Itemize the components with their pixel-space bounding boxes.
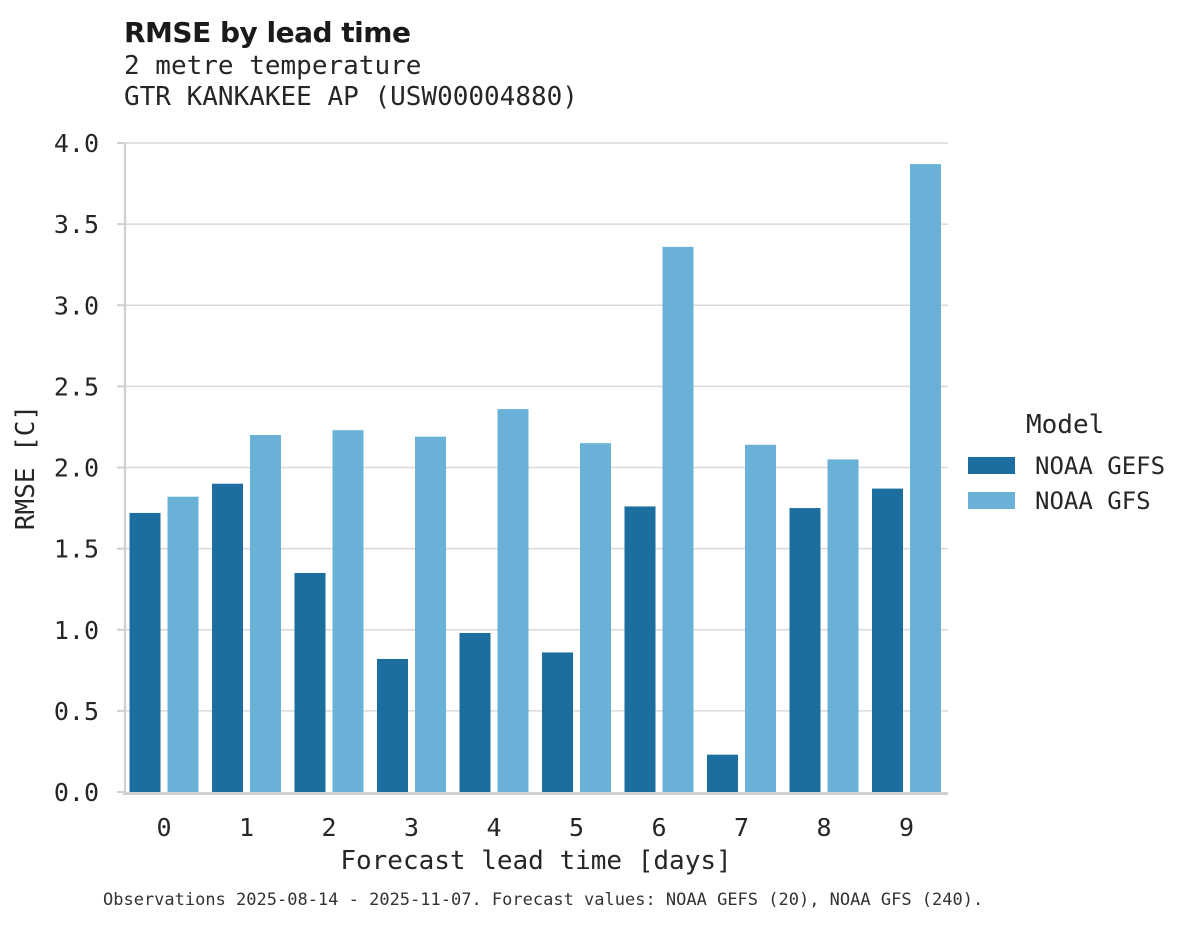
chart-subtitle-variable: 2 metre temperature [124, 51, 422, 81]
bar-noaa-gfs-lead-0 [167, 496, 199, 792]
bar-noaa-gefs-lead-4 [459, 632, 491, 792]
y-tick-label-1.0: 1.0 [54, 616, 99, 645]
chart-subtitle-station: GTR KANKAKEE AP (USW00004880) [124, 82, 578, 112]
bar-noaa-gfs-lead-8 [827, 459, 859, 792]
bar-noaa-gefs-lead-2 [294, 572, 326, 792]
y-tick-label-2.0: 2.0 [54, 454, 99, 483]
x-tick-label-6: 6 [651, 813, 666, 842]
y-tick-label-0.5: 0.5 [54, 697, 99, 726]
y-tick-label-3.0: 3.0 [54, 291, 99, 320]
x-tick-label-2: 2 [321, 813, 336, 842]
caption: Observations 2025-08-14 - 2025-11-07. Fo… [103, 890, 984, 910]
bar-noaa-gfs-lead-3 [415, 436, 446, 792]
bar-noaa-gfs-lead-6 [662, 246, 694, 793]
bar-noaa-gefs-lead-7 [707, 754, 738, 792]
x-tick-label-3: 3 [404, 813, 419, 842]
bar-noaa-gfs-lead-9 [910, 164, 941, 792]
bar-noaa-gfs-lead-2 [332, 430, 364, 792]
bar-noaa-gefs-lead-8 [789, 508, 821, 792]
x-tick-label-5: 5 [569, 813, 584, 842]
y-tick-label-2.5: 2.5 [54, 372, 99, 401]
bar-noaa-gefs-lead-9 [872, 488, 903, 792]
bar-noaa-gefs-lead-3 [377, 658, 408, 792]
bar-noaa-gfs-lead-1 [250, 435, 281, 792]
y-tick-label-1.5: 1.5 [54, 535, 99, 564]
legend-swatch-gefs [968, 457, 1015, 474]
bar-noaa-gefs-lead-5 [542, 652, 573, 792]
x-tick-label-4: 4 [486, 813, 501, 842]
y-tick-label-4.0: 4.0 [54, 129, 99, 158]
x-tick-label-0: 0 [156, 813, 171, 842]
legend-swatch-gfs [968, 492, 1015, 509]
legend-label-gfs: NOAA GFS [1035, 486, 1151, 515]
legend: Model NOAA GEFS NOAA GFS [968, 410, 1178, 518]
y-tick-label-0.0: 0.0 [54, 778, 99, 807]
legend-title: Model [1026, 410, 1105, 440]
x-tick-label-8: 8 [816, 813, 831, 842]
x-tick-label-1: 1 [239, 813, 254, 842]
bar-noaa-gfs-lead-4 [497, 409, 529, 792]
x-tick-label-9: 9 [899, 813, 914, 842]
x-tick-label-7: 7 [734, 813, 749, 842]
bar-noaa-gfs-lead-5 [580, 443, 611, 792]
x-axis-label: Forecast lead time [days] [340, 846, 731, 876]
legend-label-gefs: NOAA GEFS [1035, 451, 1166, 480]
y-axis-label: RMSE [C] [11, 405, 41, 530]
bar-noaa-gefs-lead-0 [129, 512, 161, 792]
bar-noaa-gfs-lead-7 [745, 444, 776, 792]
bar-noaa-gefs-lead-1 [212, 483, 243, 792]
legend-entry-gefs: NOAA GEFS [968, 448, 1178, 483]
bar-noaa-gefs-lead-6 [624, 506, 656, 792]
y-tick-label-3.5: 3.5 [54, 210, 99, 239]
legend-entry-gfs: NOAA GFS [968, 483, 1178, 518]
chart-title: RMSE by lead time [124, 16, 411, 49]
